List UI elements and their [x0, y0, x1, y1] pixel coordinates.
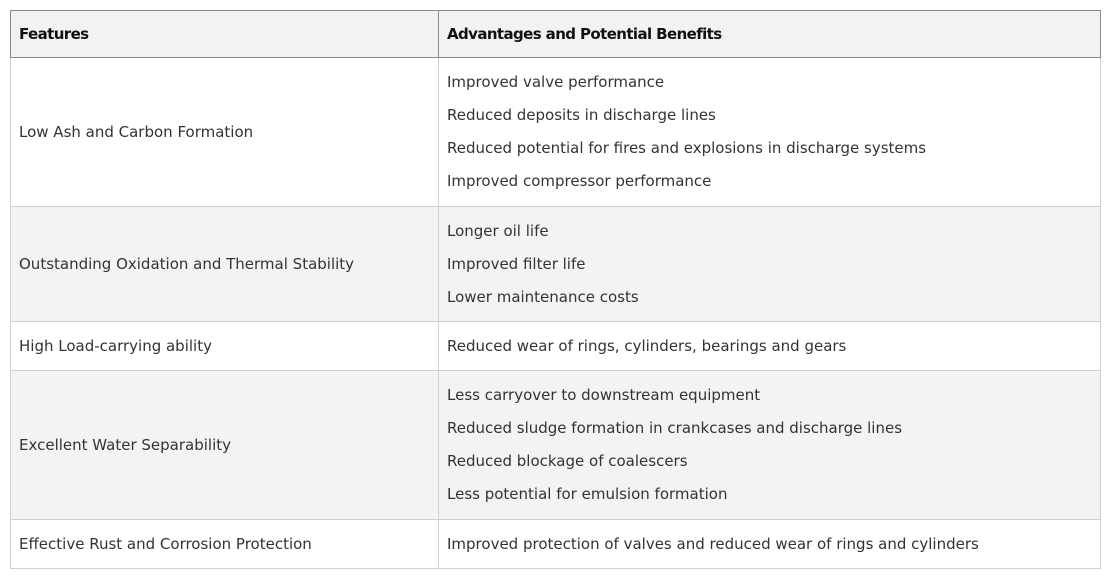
benefits-cell: Improved protection of valves and reduce…	[438, 519, 1101, 569]
header-features: Features	[10, 10, 439, 58]
table-row: Excellent Water Separability Less carryo…	[10, 370, 1101, 520]
benefit-item: Longer oil life	[447, 221, 549, 240]
table-row: Low Ash and Carbon Formation Improved va…	[10, 57, 1101, 207]
benefit-item: Improved valve performance	[447, 73, 665, 91]
benefit-item: Improved compressor performance	[447, 172, 712, 190]
benefit-item: Reduced wear of rings, cylinders, bearin…	[447, 336, 847, 355]
benefit-item: Improved protection of valves and reduce…	[447, 534, 979, 553]
feature-cell: Effective Rust and Corrosion Protection	[10, 519, 439, 569]
benefits-cell: Improved valve performance Reduced depos…	[438, 57, 1101, 207]
table-row: High Load-carrying ability Reduced wear …	[10, 321, 1101, 371]
feature-cell: High Load-carrying ability	[10, 321, 439, 371]
table-header: Features Advantages and Potential Benefi…	[10, 10, 1101, 58]
feature-cell: Excellent Water Separability	[10, 370, 439, 520]
table-row: Outstanding Oxidation and Thermal Stabil…	[10, 206, 1101, 322]
benefit-item: Lower maintenance costs	[447, 287, 639, 306]
benefit-item: Reduced sludge formation in crankcases a…	[447, 419, 903, 437]
benefits-cell: Less carryover to downstream equipment R…	[438, 370, 1101, 520]
benefit-item: Reduced potential for fires and explosio…	[447, 139, 927, 157]
features-benefits-table-container: Features Advantages and Potential Benefi…	[10, 10, 1101, 569]
table-body: Low Ash and Carbon Formation Improved va…	[10, 57, 1101, 569]
feature-cell: Outstanding Oxidation and Thermal Stabil…	[10, 206, 439, 322]
benefit-item: Reduced blockage of coalescers	[447, 452, 688, 470]
benefits-cell: Reduced wear of rings, cylinders, bearin…	[438, 321, 1101, 371]
feature-cell: Low Ash and Carbon Formation	[10, 57, 439, 207]
benefit-item: Reduced deposits in discharge lines	[447, 106, 716, 124]
features-benefits-table: Features Advantages and Potential Benefi…	[10, 10, 1101, 569]
benefit-item: Improved filter life	[447, 254, 586, 273]
table-row: Effective Rust and Corrosion Protection …	[10, 519, 1101, 569]
header-advantages: Advantages and Potential Benefits	[438, 10, 1101, 58]
benefits-cell: Longer oil life Improved filter life Low…	[438, 206, 1101, 322]
benefit-item: Less carryover to downstream equipment	[447, 386, 761, 404]
benefit-item: Less potential for emulsion formation	[447, 485, 728, 503]
header-row: Features Advantages and Potential Benefi…	[10, 10, 1101, 58]
